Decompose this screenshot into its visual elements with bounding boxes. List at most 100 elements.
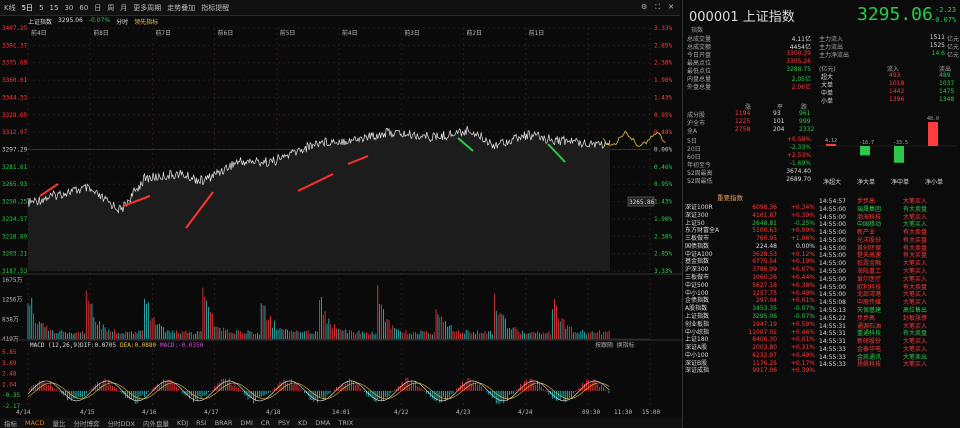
indicator-tab-8[interactable]: BRAR	[214, 419, 233, 427]
index-row[interactable]: 中证A100 3628.53 +0.12%	[685, 251, 815, 259]
index-row[interactable]: 中小综指 11007.02 +0.46%	[685, 329, 815, 337]
indicator-tab-0[interactable]: 指标	[4, 420, 17, 428]
trade-row[interactable]: 14:55:08 中原传媒 大笔买入	[819, 299, 957, 307]
index-row[interactable]: 沪深300 3786.99 +0.07%	[685, 266, 815, 274]
index-row[interactable]: 企债指数 297.04 +0.01%	[685, 297, 815, 305]
indicator-tab-1[interactable]: MACD	[25, 419, 45, 427]
index-row[interactable]: 深证B股 1176.25 +0.17%	[685, 360, 815, 368]
index-row[interactable]: 基金指数 6775.54 +0.19%	[685, 258, 815, 266]
trade-row[interactable]: 14:55:00 海陆重工 大笔买入	[819, 268, 957, 276]
toolbar-item-11[interactable]: 指标提醒	[201, 3, 230, 12]
index-row[interactable]: 创业板指 1947.19 +0.59%	[685, 321, 815, 329]
trade-stock[interactable]: 狂霞金融	[857, 260, 882, 268]
indicator-tab-6[interactable]: KDJ	[176, 419, 189, 427]
trade-row[interactable]: 14:55:00 光洋股份 有大买盘	[819, 237, 957, 245]
index-row[interactable]: 中证500 5627.18 +0.38%	[685, 282, 815, 290]
indicator-tab-9[interactable]: DMI	[240, 419, 253, 427]
trade-row[interactable]: 14:55:31 通源石油 大笔买入	[819, 323, 957, 331]
trade-stock[interactable]: 步步高	[857, 198, 876, 205]
trade-row[interactable]: 14:55:31 新研股份 大笔买入	[819, 338, 957, 346]
trade-row[interactable]: 14:54:57 步步高 大笔买入	[819, 198, 957, 206]
trade-row[interactable]: 14:55:00 狂霞金融 大笔买入	[819, 260, 957, 268]
index-row[interactable]: 国债指数 224.48 0.00%	[685, 243, 815, 251]
trade-row[interactable]: 14:55:00 爱尔医疗 大笔买入	[819, 276, 957, 284]
trade-row[interactable]: 14:55:00 楚天高速 有大买盘	[819, 252, 957, 260]
toolbar-item-1[interactable]: 5日	[21, 3, 34, 12]
legend-label2[interactable]: 领先指标	[134, 19, 159, 26]
trade-stock[interactable]: 新产业	[857, 229, 876, 237]
trade-stock[interactable]: 通源石油	[857, 322, 882, 330]
trade-row[interactable]: 14:55:00 北部湾港 大笔买入	[819, 291, 957, 299]
trade-stock[interactable]: 重通科技	[857, 330, 882, 338]
index-row[interactable]: 中小100 6232.97 +0.49%	[685, 352, 815, 360]
indicator-tab-3[interactable]: 分时博弈	[73, 420, 100, 428]
trade-row[interactable]: 14:55:22 步步高 封板涨停	[819, 315, 957, 323]
trade-stock[interactable]: 扬帆科技	[857, 361, 882, 369]
indicator-tab-5[interactable]: 内外盘量	[142, 420, 169, 428]
index-row[interactable]: 上证180 8406.30 +0.01%	[685, 336, 815, 344]
trade-row[interactable]: 14:55:33 扬帆科技 大笔买入	[819, 361, 957, 369]
indicator-tab-14[interactable]: TRIX	[338, 419, 354, 427]
toolbar-item-5[interactable]: 60	[79, 3, 89, 12]
index-row[interactable]: 深证300 4161.87 +0.39%	[685, 212, 815, 220]
indicator-tab-2[interactable]: 量比	[52, 420, 66, 428]
toolbar-item-0[interactable]: K线	[4, 3, 16, 12]
indicator-tab-12[interactable]: KD	[298, 419, 308, 427]
trade-stock[interactable]: 步步高	[857, 314, 876, 322]
indicator-tab-10[interactable]: CR	[260, 419, 270, 427]
trade-row[interactable]: 14:55:31 重通科技 有大卖盘	[819, 330, 957, 338]
index-row[interactable]: 上证50 2648.81 -0.25%	[685, 220, 815, 228]
trade-stock[interactable]: 楚天高速	[857, 252, 882, 260]
trade-row[interactable]: 14:55:13 天保基建 高位售出	[819, 307, 957, 315]
trade-stock[interactable]: 首创环保	[857, 244, 882, 252]
fullscreen-icon[interactable]: ⛶	[655, 3, 661, 11]
trade-stock[interactable]: 新研股份	[857, 338, 882, 346]
toolbar-item-2[interactable]: 5	[39, 3, 44, 12]
close-icon[interactable]: ✕	[668, 3, 674, 11]
index-row[interactable]: 东方财富全A 5100.63 +0.09%	[685, 227, 815, 235]
index-row[interactable]: 深证A股 2003.80 +0.31%	[685, 344, 815, 352]
index-row[interactable]: 中小100 1257.75 +0.49%	[685, 290, 815, 298]
trade-stock[interactable]: 爱尔医疗	[857, 275, 882, 283]
toolbar-item-10[interactable]: 走势叠加	[167, 3, 196, 12]
settings-icon[interactable]: ⚙	[640, 3, 648, 11]
trade-stock[interactable]: 金凯通讯	[857, 353, 882, 361]
trade-row[interactable]: 14:55:33 金凯通讯 大笔卖出	[819, 354, 957, 362]
macd-options-button[interactable]: 按跟随 换指标	[595, 341, 635, 349]
trade-stock[interactable]: 欧利科技	[857, 283, 882, 291]
toolbar-item-7[interactable]: 周	[107, 3, 115, 12]
index-row[interactable]: 深证成指 9917.06 +0.39%	[685, 367, 815, 375]
index-row[interactable]: 上证指数 3295.06 -0.07%	[685, 313, 815, 321]
intraday-chart-area[interactable]: 3407.25 3.33% 3391.37 2.85% 3375.69 2.38% 3360…	[0, 16, 682, 418]
trade-stock[interactable]: 金泰华电	[857, 345, 882, 353]
trade-stock[interactable]: 中原传媒	[857, 299, 882, 307]
trade-stock[interactable]: 海陆重工	[857, 268, 882, 276]
trade-stock[interactable]: 渤海科技	[857, 213, 882, 221]
indicator-tab-7[interactable]: RSI	[196, 419, 207, 427]
trade-row[interactable]: 14:55:00 首创环保 有大卖盘	[819, 245, 957, 253]
indicator-tab-13[interactable]: DMA	[315, 419, 331, 427]
trade-row[interactable]: 14:55:00 瑞晟集团 有大卖盘	[819, 206, 957, 214]
multi-day-chart[interactable]: 3407.25 3.33% 3391.37 2.85% 3375.69 2.38% 3360…	[0, 16, 682, 418]
toolbar-item-3[interactable]: 15	[49, 3, 59, 12]
toolbar-item-6[interactable]: 日	[94, 3, 102, 12]
trade-row[interactable]: 14:55:00 中国移动 大笔买入	[819, 221, 957, 229]
trade-stock[interactable]: 光洋股份	[857, 236, 882, 244]
indicator-tab-4[interactable]: 分时DDX	[107, 420, 135, 428]
index-row[interactable]: A股指数 3453.35 -0.07%	[685, 305, 815, 313]
toolbar-item-8[interactable]: 月	[120, 3, 128, 12]
trade-stock[interactable]: 瑞晟集团	[857, 205, 882, 213]
legend-label1[interactable]: 分时	[116, 19, 129, 26]
trade-row[interactable]: 14:55:00 渤海科技 大笔买入	[819, 214, 957, 222]
index-row[interactable]: 深证100R 6098.36 +0.34%	[685, 204, 815, 212]
trade-row[interactable]: 14:55:00 新产业 有大卖盘	[819, 229, 957, 237]
trade-stock[interactable]: 中国移动	[857, 221, 882, 229]
index-row[interactable]: 三板做市 1060.26 +0.44%	[685, 274, 815, 282]
trade-row[interactable]: 14:55:00 欧利科技 有大卖盘	[819, 284, 957, 292]
indicator-tab-11[interactable]: PSY	[277, 419, 291, 427]
toolbar-item-9[interactable]: 更多周期	[133, 3, 162, 12]
toolbar-item-4[interactable]: 30	[64, 3, 74, 12]
index-row[interactable]: 三板做市 760.95 +1.06%	[685, 235, 815, 243]
trade-row[interactable]: 14:55:33 金泰华电 大笔买入	[819, 346, 957, 354]
trade-stock[interactable]: 北部湾港	[857, 291, 882, 299]
